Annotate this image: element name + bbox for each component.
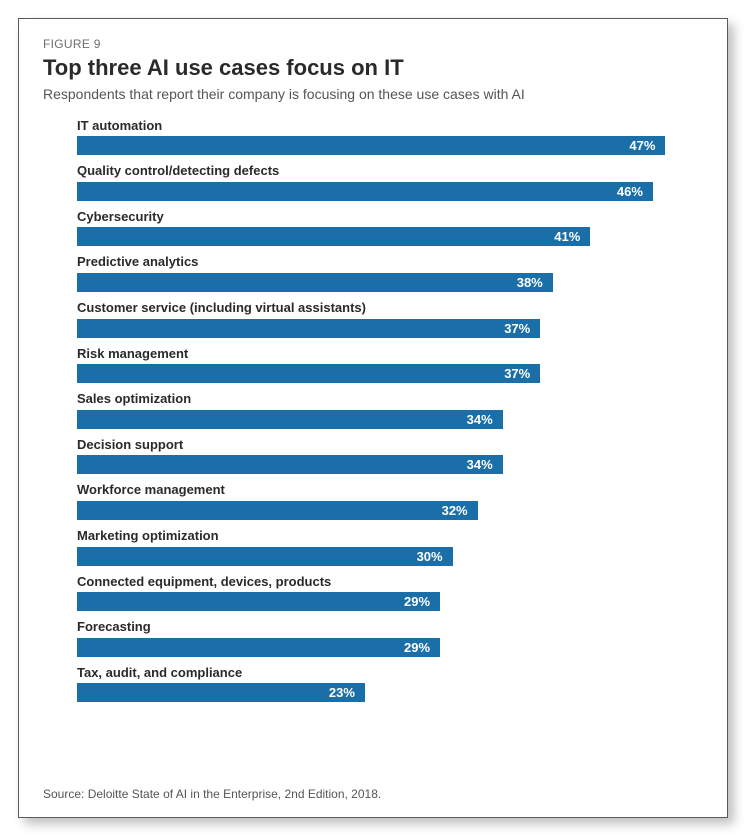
bar-label: Sales optimization <box>77 391 703 407</box>
bar-row: Quality control/detecting defects 46% <box>77 163 703 201</box>
bar-row: Marketing optimization 30% <box>77 528 703 566</box>
bar-label: Marketing optimization <box>77 528 703 544</box>
bar-value: 32% <box>442 503 468 518</box>
bar-label: Customer service (including virtual assi… <box>77 300 703 316</box>
bar-value: 30% <box>417 549 443 564</box>
figure-title: Top three AI use cases focus on IT <box>43 55 703 81</box>
bar-label: IT automation <box>77 118 703 134</box>
bar-value: 37% <box>504 366 530 381</box>
bar-label: Cybersecurity <box>77 209 703 225</box>
bar-value: 38% <box>517 275 543 290</box>
bar: 37% <box>77 319 540 338</box>
bar: 47% <box>77 136 665 155</box>
bar-label: Decision support <box>77 437 703 453</box>
bar-label: Workforce management <box>77 482 703 498</box>
bar: 29% <box>77 592 440 611</box>
figure-source: Source: Deloitte State of AI in the Ente… <box>43 779 703 801</box>
figure-card: FIGURE 9 Top three AI use cases focus on… <box>18 18 728 818</box>
bar-row: Sales optimization 34% <box>77 391 703 429</box>
bar: 34% <box>77 455 503 474</box>
bar-row: Forecasting 29% <box>77 619 703 657</box>
bar-value: 37% <box>504 321 530 336</box>
bar-label: Risk management <box>77 346 703 362</box>
bar: 38% <box>77 273 553 292</box>
bar: 41% <box>77 227 590 246</box>
bar: 32% <box>77 501 478 520</box>
bar-value: 34% <box>467 412 493 427</box>
figure-label: FIGURE 9 <box>43 37 703 51</box>
bar-row: IT automation 47% <box>77 118 703 156</box>
bar-row: Predictive analytics 38% <box>77 254 703 292</box>
bar: 34% <box>77 410 503 429</box>
bar: 30% <box>77 547 453 566</box>
bar: 29% <box>77 638 440 657</box>
figure-subtitle: Respondents that report their company is… <box>43 85 703 103</box>
bar-label: Forecasting <box>77 619 703 635</box>
bar-row: Workforce management 32% <box>77 482 703 520</box>
bar-row: Connected equipment, devices, products 29… <box>77 574 703 612</box>
bar-label: Predictive analytics <box>77 254 703 270</box>
bar-row: Customer service (including virtual assi… <box>77 300 703 338</box>
bar: 37% <box>77 364 540 383</box>
bar-value: 29% <box>404 594 430 609</box>
bar-value: 41% <box>554 229 580 244</box>
bar-value: 23% <box>329 685 355 700</box>
bar-row: Cybersecurity 41% <box>77 209 703 247</box>
bar-label: Quality control/detecting defects <box>77 163 703 179</box>
bar-row: Tax, audit, and compliance 23% <box>77 665 703 703</box>
bar-row: Decision support 34% <box>77 437 703 475</box>
bar-value: 46% <box>617 184 643 199</box>
bar-value: 29% <box>404 640 430 655</box>
bar-label: Connected equipment, devices, products <box>77 574 703 590</box>
bar-row: Risk management 37% <box>77 346 703 384</box>
bar-value: 34% <box>467 457 493 472</box>
bar-chart: IT automation 47% Quality control/detectin… <box>43 118 703 779</box>
bar: 23% <box>77 683 365 702</box>
bar-label: Tax, audit, and compliance <box>77 665 703 681</box>
bar: 46% <box>77 182 653 201</box>
bar-value: 47% <box>629 138 655 153</box>
